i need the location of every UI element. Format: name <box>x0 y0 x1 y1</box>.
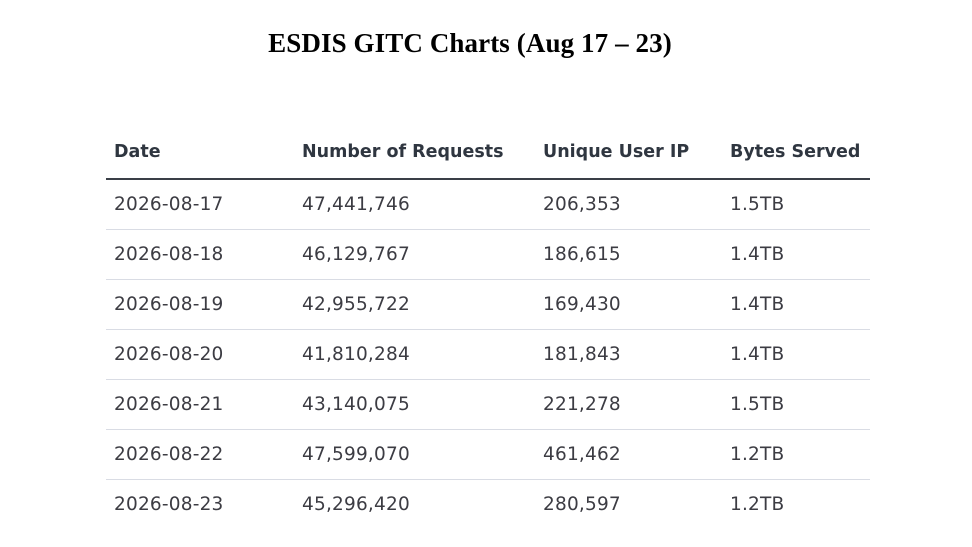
table-row: 2026-08-20 41,810,284 181,843 1.4TB <box>106 329 870 380</box>
cell-requests: 42,955,722 <box>294 279 535 330</box>
cell-requests: 41,810,284 <box>294 329 535 380</box>
table-row: 2026-08-21 43,140,075 221,278 1.5TB <box>106 379 870 430</box>
cell-requests: 45,296,420 <box>302 494 410 515</box>
cell-bytes: 1.4TB <box>722 229 870 280</box>
cell-date: 2026-08-20 <box>106 329 294 380</box>
table-row: 2026-08-23 45,296,420 280,597 1.2TB <box>106 480 870 530</box>
cell-unique-ip: 280,597 <box>543 494 621 515</box>
page-title: ESDIS GITC Charts (Aug 17 – 23) <box>268 28 672 58</box>
cell-unique-ip: 169,430 <box>535 279 722 330</box>
cell-date: 2026-08-21 <box>106 379 294 430</box>
cell-unique-ip: 186,615 <box>535 229 722 280</box>
cell-unique-ip: 461,462 <box>535 429 722 480</box>
table-row: 2026-08-17 47,441,746 206,353 1.5TB <box>106 179 870 230</box>
table-row: 2026-08-19 42,955,722 169,430 1.4TB <box>106 279 870 330</box>
cell-unique-ip: 221,278 <box>535 379 722 430</box>
cell-requests: 47,599,070 <box>294 429 535 480</box>
table-row: 2026-08-22 47,599,070 461,462 1.2TB <box>106 429 870 480</box>
cell-requests: 43,140,075 <box>294 379 535 430</box>
cell-date: 2026-08-19 <box>106 279 294 330</box>
column-header-requests: Number of Requests <box>294 126 535 180</box>
cell-date: 2026-08-17 <box>106 179 294 230</box>
table-row: 2026-08-18 46,129,767 186,615 1.4TB <box>106 229 870 280</box>
column-header-bytes: Bytes Served <box>722 126 870 180</box>
cell-bytes: 1.2TB <box>722 429 870 480</box>
column-header-unique-ip: Unique User IP <box>535 126 722 180</box>
cell-date: 2026-08-23 <box>114 494 224 515</box>
cell-date: 2026-08-18 <box>106 229 294 280</box>
stats-table: Date Number of Requests Unique User IP B… <box>106 126 870 529</box>
cell-bytes: 1.4TB <box>722 329 870 380</box>
column-header-date: Date <box>106 126 294 180</box>
cell-bytes: 1.4TB <box>722 279 870 330</box>
cell-unique-ip: 181,843 <box>535 329 722 380</box>
cell-bytes: 1.2TB <box>730 494 785 515</box>
cell-date: 2026-08-22 <box>106 429 294 480</box>
cell-unique-ip: 206,353 <box>535 179 722 230</box>
cell-bytes: 1.5TB <box>722 179 870 230</box>
cell-requests: 47,441,746 <box>294 179 535 230</box>
cell-bytes: 1.5TB <box>722 379 870 430</box>
table-header-row: Date Number of Requests Unique User IP B… <box>106 126 870 180</box>
cell-requests: 46,129,767 <box>294 229 535 280</box>
